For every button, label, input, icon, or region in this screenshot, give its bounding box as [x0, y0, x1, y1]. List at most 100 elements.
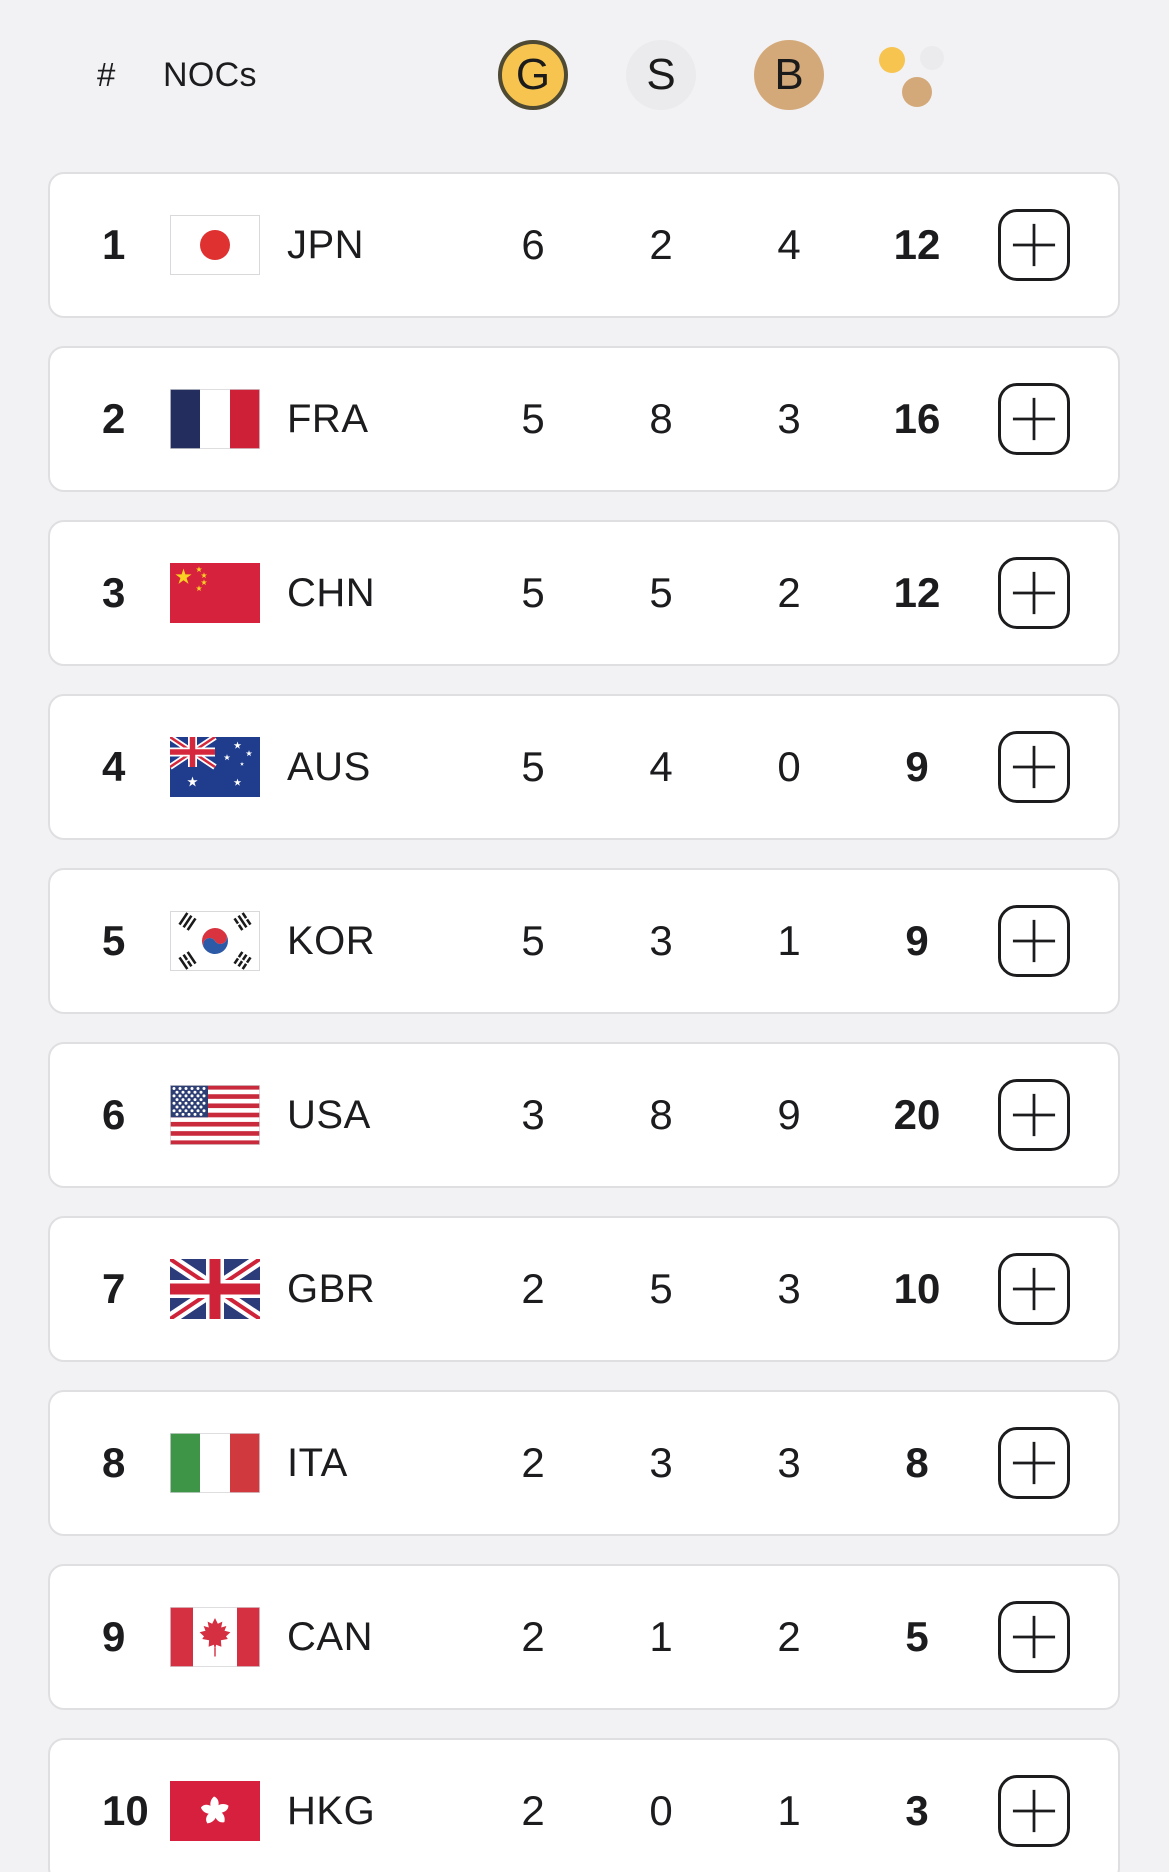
- bronze-letter: B: [774, 50, 804, 99]
- plus-icon: [1012, 1093, 1056, 1137]
- gold-count: 5: [521, 395, 545, 442]
- bronze-count: 9: [777, 1091, 801, 1138]
- plus-icon: [1012, 745, 1056, 789]
- rank: 10: [102, 1787, 149, 1834]
- silver-count: 2: [649, 221, 673, 268]
- total-count: 20: [893, 1091, 941, 1138]
- rank: 1: [102, 221, 126, 268]
- total-count: 9: [905, 743, 929, 790]
- gold-count: 2: [521, 1265, 545, 1312]
- noc-row-kor[interactable]: 5: [48, 868, 1120, 1014]
- gold-count: 2: [521, 1439, 545, 1486]
- noc-code: GBR: [287, 1266, 376, 1311]
- flag-chn-icon: [170, 563, 260, 623]
- total-count: 8: [905, 1439, 929, 1486]
- silver-count: 3: [649, 1439, 673, 1486]
- gold-letter: G: [515, 50, 551, 99]
- noc-row-jpn[interactable]: 1 JPN 6 2 4 12: [48, 172, 1120, 318]
- rank: 4: [102, 743, 126, 790]
- bronze-count: 1: [777, 917, 801, 964]
- silver-count: 4: [649, 743, 673, 790]
- bronze-count: 4: [777, 221, 801, 268]
- silver-count: 0: [649, 1787, 673, 1834]
- bronze-count: 2: [777, 1613, 801, 1660]
- expand-row-button[interactable]: [998, 1079, 1070, 1151]
- plus-icon: [1012, 397, 1056, 441]
- noc-code: KOR: [287, 918, 376, 963]
- silver-medal-icon: S: [626, 40, 696, 110]
- rank: 2: [102, 395, 126, 442]
- gold-count: 5: [521, 917, 545, 964]
- noc-code: CHN: [287, 570, 376, 615]
- noc-code: USA: [287, 1092, 371, 1137]
- noc-row-aus[interactable]: 4 AUS: [48, 694, 1120, 840]
- total-count: 10: [893, 1265, 941, 1312]
- noc-code: JPN: [287, 222, 365, 267]
- medal-table-rows: 1 JPN 6 2 4 12 2: [0, 150, 1169, 1872]
- plus-icon: [1012, 1267, 1056, 1311]
- bronze-count: 0: [777, 743, 801, 790]
- plus-icon: [1012, 223, 1056, 267]
- expand-row-button[interactable]: [998, 1427, 1070, 1499]
- total-count: 12: [893, 221, 941, 268]
- noc-row-chn[interactable]: 3 CHN 5 5 2 12: [48, 520, 1120, 666]
- silver-count: 5: [649, 1265, 673, 1312]
- total-count: 5: [905, 1613, 929, 1660]
- noc-row-can[interactable]: 9 CAN 2 1 2 5: [48, 1564, 1120, 1710]
- noc-column-header: NOCs: [163, 55, 257, 94]
- gold-medal-icon: G: [498, 40, 568, 110]
- flag-ita-icon: [170, 1433, 260, 1493]
- plus-icon: [1012, 1615, 1056, 1659]
- expand-row-button[interactable]: [998, 1775, 1070, 1847]
- total-count: 3: [905, 1787, 929, 1834]
- gold-count: 3: [521, 1091, 545, 1138]
- expand-row-button[interactable]: [998, 905, 1070, 977]
- bronze-column-header: B: [725, 40, 853, 110]
- silver-count: 1: [649, 1613, 673, 1660]
- total-column-header: [853, 37, 981, 113]
- expand-row-button[interactable]: [998, 383, 1070, 455]
- plus-icon: [1012, 1789, 1056, 1833]
- flag-kor-icon: [170, 911, 260, 971]
- noc-code: AUS: [287, 744, 371, 789]
- silver-count: 8: [649, 395, 673, 442]
- total-count: 12: [893, 569, 941, 616]
- rank-column-header: #: [97, 56, 116, 93]
- bronze-count: 2: [777, 569, 801, 616]
- expand-row-button[interactable]: [998, 731, 1070, 803]
- total-count: 16: [893, 395, 941, 442]
- bronze-count: 1: [777, 1787, 801, 1834]
- rank: 3: [102, 569, 126, 616]
- flag-hkg-icon: [170, 1781, 260, 1841]
- bronze-count: 3: [777, 1439, 801, 1486]
- noc-row-fra[interactable]: 2 FRA 5 8 3 16: [48, 346, 1120, 492]
- noc-code: ITA: [287, 1440, 348, 1485]
- expand-row-button[interactable]: [998, 209, 1070, 281]
- flag-fra-icon: [170, 389, 260, 449]
- flag-aus-icon: [170, 737, 260, 797]
- flag-jpn-icon: [170, 215, 260, 275]
- noc-row-usa[interactable]: 6: [48, 1042, 1120, 1188]
- gold-count: 5: [521, 743, 545, 790]
- expand-row-button[interactable]: [998, 1601, 1070, 1673]
- noc-row-ita[interactable]: 8 ITA 2 3 3 8: [48, 1390, 1120, 1536]
- gold-count: 5: [521, 569, 545, 616]
- plus-icon: [1012, 919, 1056, 963]
- silver-count: 8: [649, 1091, 673, 1138]
- gold-count: 6: [521, 221, 545, 268]
- expand-row-button[interactable]: [998, 557, 1070, 629]
- plus-icon: [1012, 571, 1056, 615]
- plus-icon: [1012, 1441, 1056, 1485]
- flag-usa-icon: [170, 1085, 260, 1145]
- bronze-count: 3: [777, 1265, 801, 1312]
- noc-row-gbr[interactable]: 7 GBR 2 5 3 10: [48, 1216, 1120, 1362]
- bronze-medal-icon: B: [754, 40, 824, 110]
- bronze-count: 3: [777, 395, 801, 442]
- rank: 7: [102, 1265, 126, 1312]
- silver-count: 5: [649, 569, 673, 616]
- expand-row-button[interactable]: [998, 1253, 1070, 1325]
- silver-count: 3: [649, 917, 673, 964]
- rank: 8: [102, 1439, 126, 1486]
- noc-row-hkg[interactable]: 10 HKG 2 0 1 3: [48, 1738, 1120, 1872]
